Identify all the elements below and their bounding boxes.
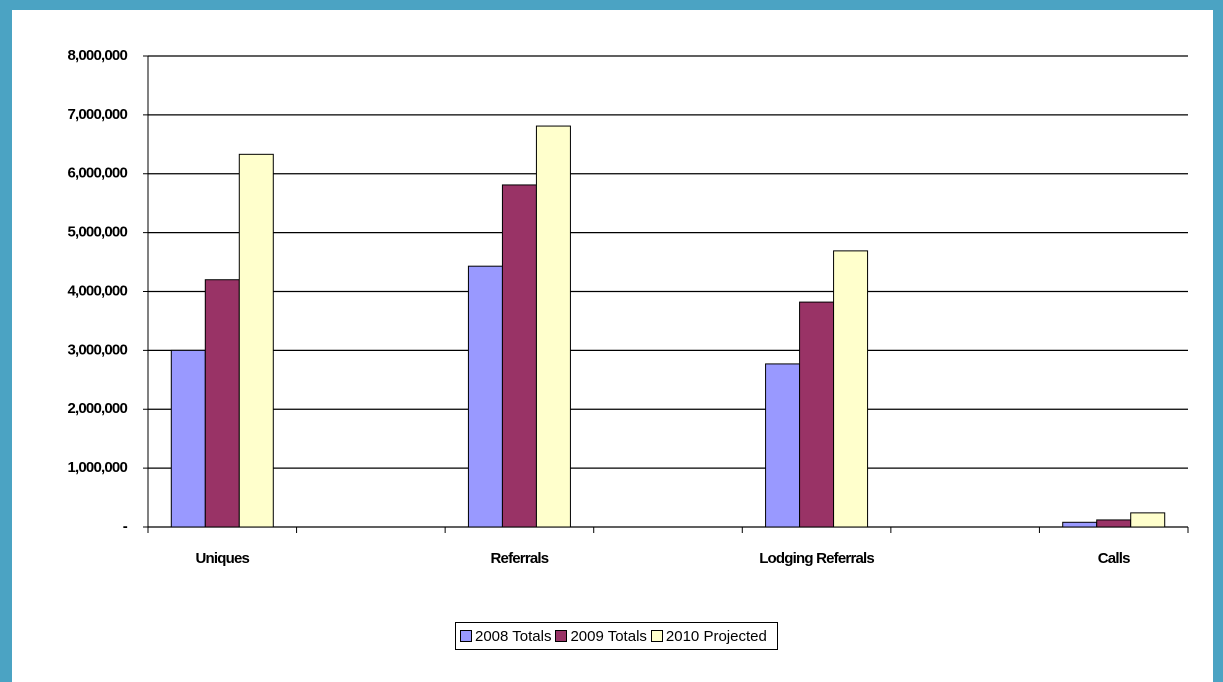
legend-swatch (650, 630, 663, 642)
y-tick-label: 1,000,000 (67, 459, 127, 476)
legend-item: 2010 Projected (650, 627, 767, 645)
legend-label: 2008 Totals (475, 627, 552, 645)
x-tick-label: Lodging Referrals (759, 550, 875, 567)
legend-item: 2008 Totals (460, 628, 551, 645)
x-tick-label: Uniques (195, 550, 250, 567)
x-tick-label: Referrals (490, 550, 550, 567)
bar (1062, 521, 1098, 528)
bar (765, 363, 801, 528)
y-tick-label: 8,000,000 (67, 47, 127, 64)
y-tick-label: 2,000,000 (67, 400, 127, 417)
bar (1130, 512, 1166, 528)
bar (238, 153, 274, 528)
bar (467, 265, 503, 528)
bar (799, 301, 835, 528)
bar (170, 349, 206, 528)
y-tick-label: 5,000,000 (67, 224, 127, 241)
bar (535, 125, 571, 528)
y-tick-label: 7,000,000 (67, 106, 127, 123)
y-tick-label: 4,000,000 (67, 282, 127, 299)
y-tick-label: 6,000,000 (67, 165, 127, 182)
bar (1096, 519, 1132, 528)
legend: 2008 Totals 2009 Totals 2010 Projected (455, 622, 778, 650)
y-tick-label: - (123, 518, 128, 535)
bar (204, 279, 240, 528)
legend-label: 2010 Projected (665, 627, 767, 645)
legend-swatch (555, 630, 568, 642)
y-tick-label: 3,000,000 (67, 341, 127, 358)
x-tick-label: Calls (1097, 550, 1131, 567)
bar (833, 250, 869, 528)
legend-swatch (460, 630, 472, 642)
legend-label: 2009 Totals (570, 627, 647, 645)
legend-item: 2009 Totals (555, 627, 647, 645)
bar (501, 184, 537, 528)
